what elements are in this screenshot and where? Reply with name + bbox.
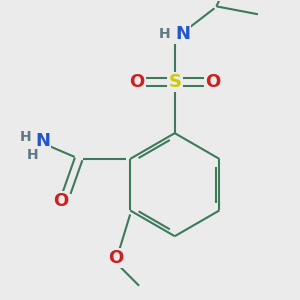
Text: N: N <box>35 132 50 150</box>
Text: S: S <box>168 73 181 91</box>
Text: O: O <box>130 73 145 91</box>
Text: O: O <box>205 73 220 91</box>
Text: O: O <box>53 191 68 209</box>
Text: H: H <box>27 148 39 162</box>
Text: N: N <box>175 25 190 43</box>
Text: H: H <box>159 27 171 41</box>
Text: H: H <box>19 130 31 144</box>
Text: O: O <box>108 249 123 267</box>
